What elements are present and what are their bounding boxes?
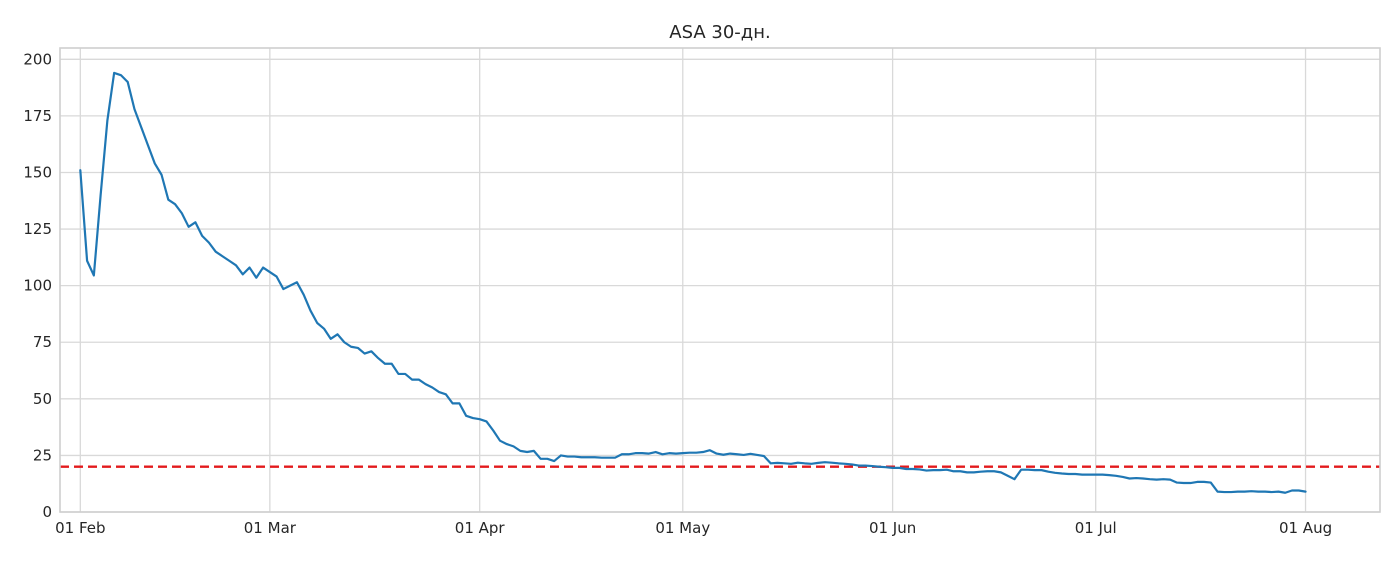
y-tick-label: 50	[33, 390, 52, 408]
x-tick-label: 01 Aug	[1279, 519, 1332, 537]
y-tick-label: 125	[23, 220, 52, 238]
x-tick-label: 01 Jun	[869, 519, 916, 537]
series-line	[79, 71, 1307, 494]
series-layer	[79, 71, 1307, 494]
y-tick-label: 0	[42, 503, 52, 521]
x-tick-label: 01 Apr	[455, 519, 506, 537]
chart-title: ASA 30-дн.	[669, 22, 770, 43]
y-tick-label: 200	[23, 50, 52, 68]
y-tick-label: 25	[33, 446, 52, 464]
grid	[60, 48, 1380, 513]
plot-border	[59, 47, 1381, 513]
x-tick-label: 01 Feb	[55, 519, 105, 537]
x-tick-label: 01 Jul	[1075, 519, 1117, 537]
y-tick-label: 75	[33, 333, 52, 351]
y-tick-label: 100	[23, 277, 52, 295]
y-axis-ticks: 0 25 50 75 100 125 150 175 200	[23, 50, 52, 521]
plot-frame	[59, 47, 1381, 513]
y-tick-label: 175	[23, 107, 52, 125]
x-tick-label: 01 May	[655, 519, 710, 537]
y-tick-label: 150	[23, 163, 52, 181]
x-tick-label: 01 Mar	[244, 519, 297, 537]
x-axis-ticks: 01 Feb 01 Mar 01 Apr 01 May 01 Jun 01 Jul 01 A…	[55, 519, 1332, 537]
